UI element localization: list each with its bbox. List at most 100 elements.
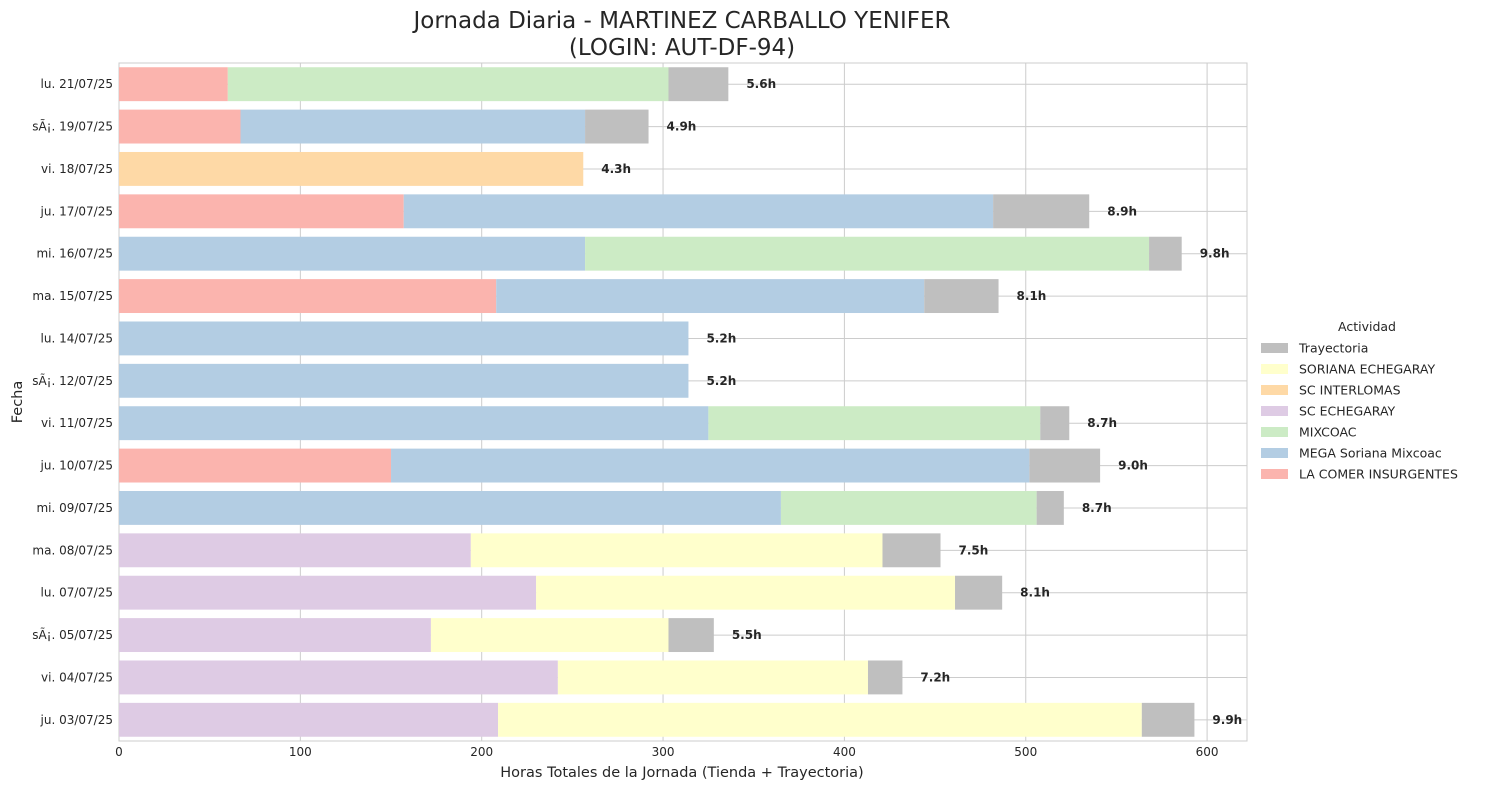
bar-segment [119,702,499,737]
y-tick-label: ma. 15/07/25 [32,289,113,303]
bar-segment [227,67,669,102]
bar-total-label: 5.2h [706,374,736,388]
bar-total-label: 5.5h [732,628,762,642]
bar-total-label: 4.9h [667,120,697,134]
bar-segment [403,194,994,229]
legend-swatch [1261,385,1288,395]
bar-segment [1149,236,1182,271]
bar-segment [1029,448,1101,483]
y-tick-label: lu. 07/07/25 [41,586,113,600]
x-tick-label: 600 [1196,745,1219,759]
legend-swatch [1261,427,1288,437]
legend-entry: MEGA Soriana Mixcoac [1299,446,1442,461]
y-tick-label: sÃ¡. 05/07/25 [32,627,113,642]
chart-title-line1: Jornada Diaria - MARTINEZ CARBALLO YENIF… [412,8,951,34]
bar-total-label: 8.7h [1087,416,1117,430]
bar-segment [668,618,714,653]
bar-segment [882,533,941,568]
bar-labels: 5.6h 4.9h 4.3h 8.9h 9.8h 8.1h 5.2h 5.2h 8.7h 9.0h… [601,77,1242,727]
legend-swatch [1261,343,1288,353]
bar-segment [557,660,868,695]
bar-segment [498,702,1142,737]
x-tick-labels: 0 100 200 300 400 500 600 [115,745,1218,759]
bar-total-label: 9.9h [1212,713,1242,727]
bar-segment [119,363,689,398]
bar-segment [708,406,1041,441]
legend-entry: Trayectoria [1298,341,1368,356]
bar-segment [536,575,956,610]
y-tick-label: sÃ¡. 19/07/25 [32,119,113,134]
legend-title: Actividad [1338,319,1396,334]
bar-segment [119,236,586,271]
y-tick-label: vi. 04/07/25 [41,670,113,684]
legend-swatch [1261,469,1288,479]
bar-segment [867,660,903,695]
bar-segment [955,575,1003,610]
y-tick-label: ma. 08/07/25 [32,543,113,557]
bar-segment [1141,702,1195,737]
y-tick-label: sÃ¡. 12/07/25 [32,373,113,388]
bar-segment [119,194,404,229]
bar-segment [1040,406,1070,441]
bar-segment [119,151,584,186]
bar-segment [585,109,649,144]
x-axis-label: Horas Totales de la Jornada (Tienda + Tr… [500,765,863,781]
bar-segment [585,236,1150,271]
bar-segment [119,533,471,568]
y-tick-label: mi. 09/07/25 [36,501,113,515]
x-tick-label: 400 [833,745,856,759]
bar-segment [119,448,392,483]
x-tick-label: 500 [1014,745,1037,759]
bar-segment [119,660,558,695]
x-tick-label: 100 [289,745,312,759]
bar-total-label: 5.6h [746,77,776,91]
bar-segment [119,575,537,610]
bar-total-label: 5.2h [706,331,736,345]
bars [119,67,1195,737]
y-tick-label: lu. 21/07/25 [41,77,113,91]
bar-segment [391,448,1030,483]
legend-swatch [1261,448,1288,458]
bar-segment [240,109,586,144]
bar-segment [668,67,729,102]
legend-swatch [1261,364,1288,374]
legend-entry: SC ECHEGARAY [1299,404,1396,419]
bar-total-label: 4.3h [601,162,631,176]
bar-segment [119,406,709,441]
bar-segment [119,618,431,653]
bar-segment [119,490,781,525]
x-tick-label: 300 [652,745,675,759]
y-tick-label: vi. 11/07/25 [41,416,113,430]
bar-segment [780,490,1037,525]
legend-entry: LA COMER INSURGENTES [1299,467,1458,482]
bar-segment [119,321,689,356]
x-tick-label: 200 [470,745,493,759]
legend-entry: SORIANA ECHEGARAY [1299,362,1435,377]
bar-total-label: 7.2h [920,670,950,684]
x-tick-label: 0 [115,745,123,759]
legend-entry: SC INTERLOMAS [1299,383,1401,398]
y-tick-label: lu. 14/07/25 [41,331,113,345]
bar-total-label: 9.0h [1118,459,1148,473]
bar-segment [470,533,883,568]
bar-total-label: 8.1h [1017,289,1047,303]
bar-total-label: 7.5h [959,543,989,557]
bar-total-label: 9.8h [1200,247,1230,261]
bar-segment [119,109,241,144]
bar-total-label: 8.7h [1082,501,1112,515]
bar-segment [924,279,999,314]
chart-title-line2: (LOGIN: AUT-DF-94) [569,35,795,61]
bar-segment [496,279,925,314]
bar-total-label: 8.1h [1020,586,1050,600]
bar-segment [119,67,228,102]
bar-total-label: 8.9h [1107,204,1137,218]
y-tick-label: mi. 16/07/25 [36,247,113,261]
bar-segment [993,194,1090,229]
legend-entry: MIXCOAC [1299,425,1357,440]
bar-segment [430,618,669,653]
y-tick-label: ju. 10/07/25 [40,459,113,473]
legend: Actividad Trayectoria SORIANA ECHEGARAY SC… [1261,319,1458,482]
y-tick-label: ju. 17/07/25 [40,204,113,218]
bar-segment [119,279,497,314]
